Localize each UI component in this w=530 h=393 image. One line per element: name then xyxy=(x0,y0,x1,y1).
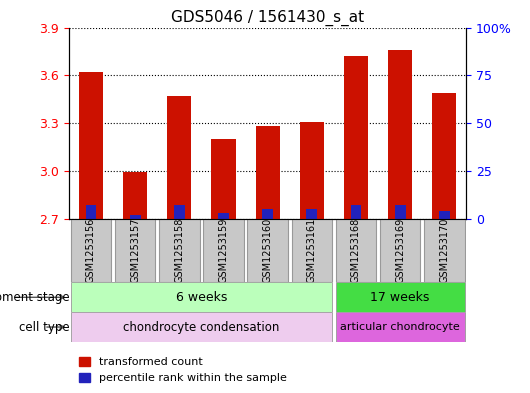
Bar xyxy=(218,213,229,219)
Bar xyxy=(174,205,185,219)
Text: GSM1253169: GSM1253169 xyxy=(395,218,405,283)
Text: GSM1253157: GSM1253157 xyxy=(130,218,140,283)
FancyBboxPatch shape xyxy=(70,312,332,342)
Bar xyxy=(388,50,412,219)
Bar xyxy=(211,139,236,219)
Text: GSM1253160: GSM1253160 xyxy=(263,218,272,283)
FancyBboxPatch shape xyxy=(335,312,465,342)
FancyBboxPatch shape xyxy=(380,219,420,283)
FancyBboxPatch shape xyxy=(292,219,332,283)
Bar xyxy=(344,56,368,219)
Text: 17 weeks: 17 weeks xyxy=(370,291,430,304)
Bar xyxy=(299,121,324,219)
Text: GSM1253161: GSM1253161 xyxy=(307,218,317,283)
Bar xyxy=(255,126,280,219)
Bar xyxy=(85,205,96,219)
Text: chondrocyte condensation: chondrocyte condensation xyxy=(123,321,280,334)
FancyBboxPatch shape xyxy=(335,219,376,283)
Text: GSM1253156: GSM1253156 xyxy=(86,218,96,283)
Bar xyxy=(432,93,456,219)
Bar xyxy=(439,211,450,219)
Text: GSM1253158: GSM1253158 xyxy=(174,218,184,283)
Bar xyxy=(130,215,140,219)
FancyBboxPatch shape xyxy=(70,283,332,312)
Bar xyxy=(306,209,317,219)
Title: GDS5046 / 1561430_s_at: GDS5046 / 1561430_s_at xyxy=(171,10,364,26)
Bar xyxy=(167,96,191,219)
FancyBboxPatch shape xyxy=(335,283,465,312)
FancyBboxPatch shape xyxy=(424,219,465,283)
FancyBboxPatch shape xyxy=(115,219,155,283)
Bar xyxy=(79,72,103,219)
FancyBboxPatch shape xyxy=(203,219,244,283)
Bar xyxy=(395,205,405,219)
FancyBboxPatch shape xyxy=(248,219,288,283)
Text: GSM1253170: GSM1253170 xyxy=(439,218,449,283)
FancyBboxPatch shape xyxy=(159,219,200,283)
Bar xyxy=(350,205,361,219)
FancyBboxPatch shape xyxy=(70,219,111,283)
Text: articular chondrocyte: articular chondrocyte xyxy=(340,322,460,332)
Text: GSM1253159: GSM1253159 xyxy=(218,218,228,283)
Text: development stage: development stage xyxy=(0,291,69,304)
Text: cell type: cell type xyxy=(19,321,69,334)
Legend: transformed count, percentile rank within the sample: transformed count, percentile rank withi… xyxy=(74,352,291,387)
Bar xyxy=(262,209,273,219)
Text: 6 weeks: 6 weeks xyxy=(176,291,227,304)
Bar xyxy=(123,173,147,219)
Text: GSM1253168: GSM1253168 xyxy=(351,218,361,283)
